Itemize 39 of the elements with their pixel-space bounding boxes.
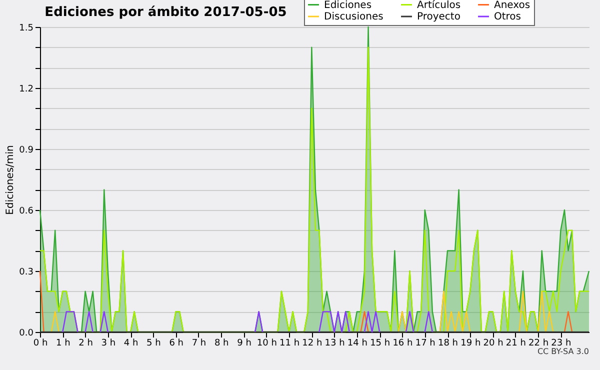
x-tick-label: 0 h <box>33 338 48 348</box>
x-tick-label: 20 h <box>483 338 504 348</box>
x-tick-label: 15 h <box>370 338 390 348</box>
chart-title: Ediciones por ámbito 2017-05-05 <box>44 5 287 20</box>
x-tick-label: 1 h <box>56 338 70 348</box>
x-tick-label: 6 h <box>169 338 184 348</box>
x-tick-label: 10 h <box>256 338 277 348</box>
x-tick-label: 22 h <box>528 338 549 348</box>
legend-label: Ediciones <box>324 0 372 11</box>
x-tick-label: 21 h <box>506 338 526 348</box>
x-tick-label: 18 h <box>438 338 458 348</box>
x-tick-label: 5 h <box>146 338 161 348</box>
y-tick-label: 0.6 <box>19 206 34 216</box>
x-tick-label: 16 h <box>392 338 413 348</box>
x-tick-label: 13 h <box>324 338 345 348</box>
legend-label: Proyecto <box>417 12 460 22</box>
x-tick-label: 12 h <box>302 338 322 348</box>
y-tick-label: 1.2 <box>19 84 34 94</box>
x-tick-label: 11 h <box>280 338 300 348</box>
x-tick-label: 23 h <box>551 338 572 348</box>
y-tick-label: 1.5 <box>19 24 34 34</box>
x-tick-label: 14 h <box>347 338 368 348</box>
legend-label: Anexos <box>494 0 530 11</box>
x-tick-label: 9 h <box>237 338 252 348</box>
x-tick-label: 2 h <box>78 338 93 348</box>
y-axis-title: Ediciones/min <box>5 145 16 215</box>
x-tick-label: 19 h <box>460 338 481 348</box>
x-tick-label: 4 h <box>124 338 138 348</box>
y-tick-label: 0.9 <box>19 146 34 156</box>
x-tick-label: 3 h <box>101 338 116 348</box>
legend-label: Artículos <box>417 0 461 11</box>
legend-label: Otros <box>494 12 522 22</box>
y-tick-label: 0.0 <box>19 328 34 338</box>
text: CC BY-SA 3.0 <box>537 347 589 356</box>
x-tick-label: 7 h <box>192 338 206 348</box>
y-tick-label: 0.3 <box>19 268 34 278</box>
x-tick-label: 17 h <box>415 338 436 348</box>
x-tick-label: 8 h <box>214 338 229 348</box>
legend-label: Discusiones <box>324 12 384 22</box>
